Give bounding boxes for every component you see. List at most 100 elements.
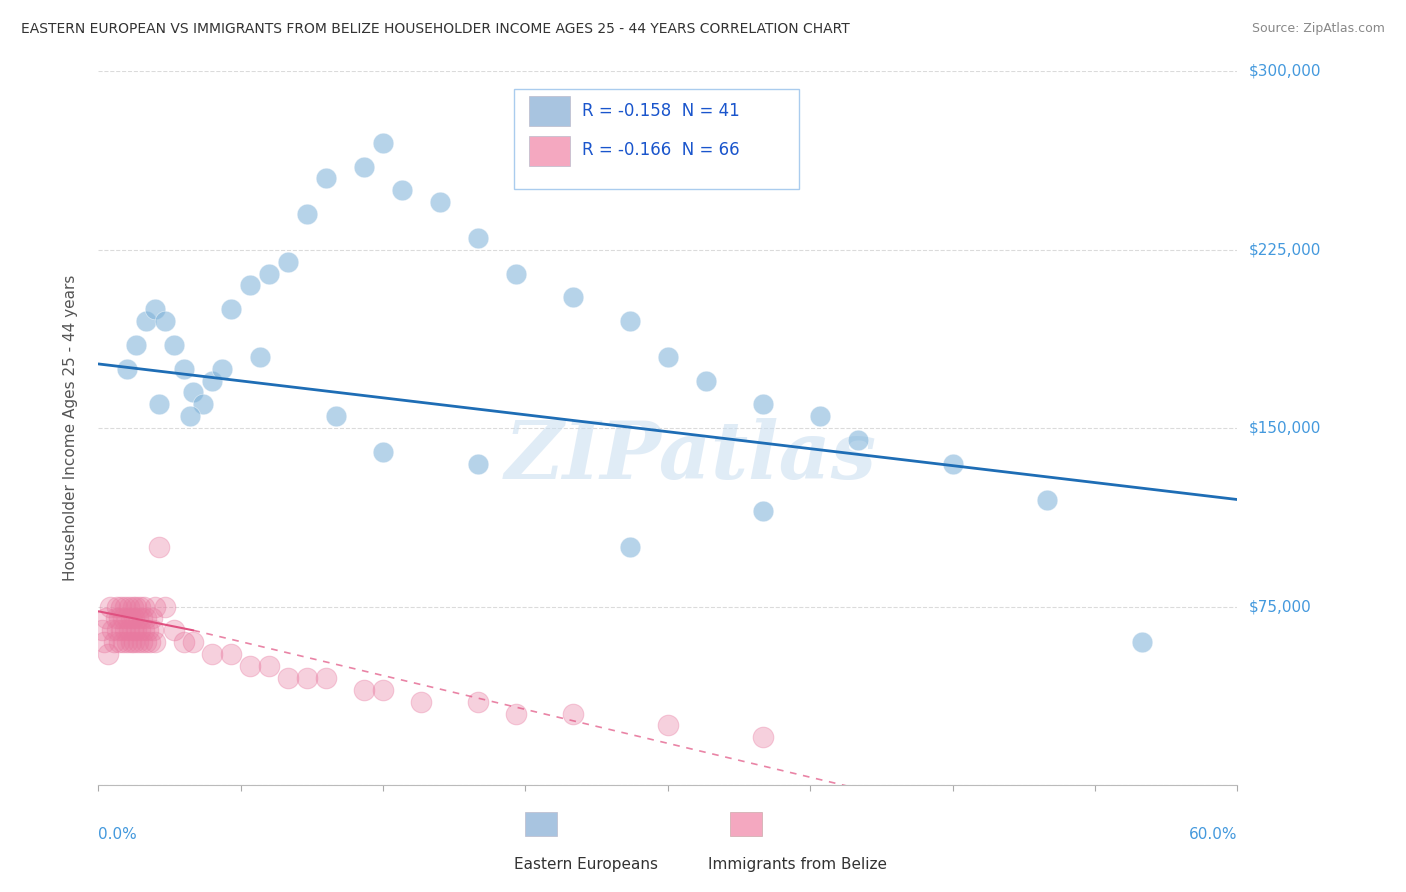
FancyBboxPatch shape	[529, 136, 569, 166]
Point	[107, 624, 129, 638]
Point	[118, 599, 141, 614]
Text: 0.0%: 0.0%	[98, 827, 138, 842]
Point	[153, 314, 176, 328]
Point	[695, 374, 717, 388]
Point	[163, 338, 186, 352]
Point	[211, 361, 233, 376]
Point	[183, 635, 205, 649]
Point	[173, 635, 195, 649]
Point	[371, 445, 394, 459]
Point	[353, 682, 375, 697]
Point	[846, 433, 869, 447]
Text: $300,000: $300,000	[1249, 64, 1320, 78]
Point	[259, 659, 281, 673]
Point	[259, 267, 281, 281]
Point	[118, 624, 141, 638]
Point	[132, 599, 155, 614]
Point	[124, 635, 146, 649]
Point	[145, 599, 167, 614]
Point	[108, 611, 131, 625]
Point	[325, 409, 347, 424]
Point	[141, 611, 163, 625]
Point	[297, 207, 319, 221]
Point	[129, 599, 152, 614]
Point	[201, 374, 224, 388]
Point	[657, 350, 679, 364]
Point	[136, 624, 159, 638]
Text: $150,000: $150,000	[1249, 421, 1320, 435]
Text: EASTERN EUROPEAN VS IMMIGRANTS FROM BELIZE HOUSEHOLDER INCOME AGES 25 - 44 YEARS: EASTERN EUROPEAN VS IMMIGRANTS FROM BELI…	[21, 22, 849, 37]
Point	[131, 635, 153, 649]
Text: $75,000: $75,000	[1249, 599, 1312, 614]
Point	[127, 635, 149, 649]
Point	[125, 624, 148, 638]
Text: Source: ZipAtlas.com: Source: ZipAtlas.com	[1251, 22, 1385, 36]
Point	[562, 706, 585, 721]
Point	[221, 647, 243, 661]
Point	[129, 624, 152, 638]
Text: ZIPatlas: ZIPatlas	[505, 418, 877, 495]
Point	[467, 231, 489, 245]
Point	[239, 659, 262, 673]
Point	[104, 611, 127, 625]
Point	[97, 647, 120, 661]
Point	[467, 695, 489, 709]
Point	[121, 599, 143, 614]
Point	[108, 635, 131, 649]
Point	[110, 624, 132, 638]
Point	[315, 171, 337, 186]
Point	[371, 682, 394, 697]
Point	[467, 457, 489, 471]
Point	[131, 611, 153, 625]
Point	[239, 278, 262, 293]
Point	[505, 267, 527, 281]
Point	[752, 397, 775, 411]
FancyBboxPatch shape	[515, 89, 799, 189]
Point	[132, 624, 155, 638]
Point	[112, 611, 135, 625]
Point	[98, 599, 121, 614]
Point	[94, 611, 117, 625]
Point	[657, 718, 679, 732]
Text: Immigrants from Belize: Immigrants from Belize	[709, 857, 887, 872]
Point	[752, 731, 775, 745]
Point	[115, 611, 138, 625]
Point	[125, 599, 148, 614]
FancyBboxPatch shape	[731, 812, 762, 837]
Text: Eastern Europeans: Eastern Europeans	[513, 857, 658, 872]
Point	[619, 314, 641, 328]
Point	[124, 611, 146, 625]
Point	[201, 647, 224, 661]
Point	[191, 397, 214, 411]
Text: R = -0.166  N = 66: R = -0.166 N = 66	[582, 141, 740, 159]
Point	[353, 160, 375, 174]
Point	[135, 314, 157, 328]
Point	[179, 409, 201, 424]
Point	[107, 599, 129, 614]
Point	[505, 706, 527, 721]
Point	[100, 624, 122, 638]
Point	[371, 136, 394, 150]
Point	[121, 624, 143, 638]
Point	[91, 624, 114, 638]
Point	[103, 635, 125, 649]
Text: 60.0%: 60.0%	[1189, 827, 1237, 842]
Point	[249, 350, 271, 364]
Point	[1132, 635, 1154, 649]
Point	[115, 635, 138, 649]
Point	[120, 611, 142, 625]
Point	[138, 635, 160, 649]
Point	[115, 361, 138, 376]
Point	[114, 624, 136, 638]
Point	[135, 635, 157, 649]
Y-axis label: Householder Income Ages 25 - 44 years: Householder Income Ages 25 - 44 years	[63, 275, 77, 582]
Text: R = -0.158  N = 41: R = -0.158 N = 41	[582, 102, 740, 120]
Point	[110, 599, 132, 614]
Point	[127, 611, 149, 625]
Point	[1036, 492, 1059, 507]
Point	[112, 635, 135, 649]
Point	[277, 671, 299, 685]
Point	[142, 624, 165, 638]
Point	[297, 671, 319, 685]
Point	[808, 409, 831, 424]
